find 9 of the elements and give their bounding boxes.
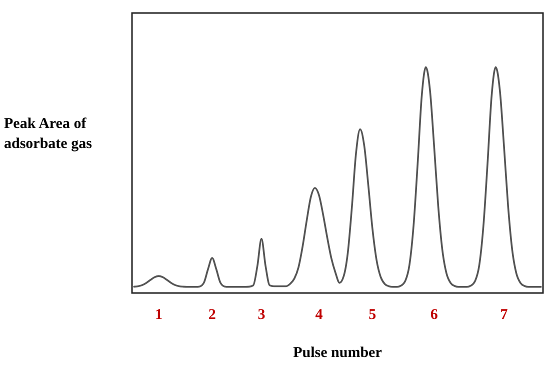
x-tick-label: 2 [208, 307, 216, 323]
x-tick-label: 5 [368, 307, 376, 323]
x-tick-label: 3 [258, 307, 266, 323]
x-tick-label: 7 [500, 307, 508, 323]
x-tick-label: 6 [430, 307, 438, 323]
x-axis-title: Pulse number [293, 345, 382, 361]
x-tick-label: 4 [315, 307, 324, 323]
y-axis-title: Peak Area of adsorbate gas [4, 116, 92, 152]
x-tick-label: 1 [154, 307, 162, 323]
